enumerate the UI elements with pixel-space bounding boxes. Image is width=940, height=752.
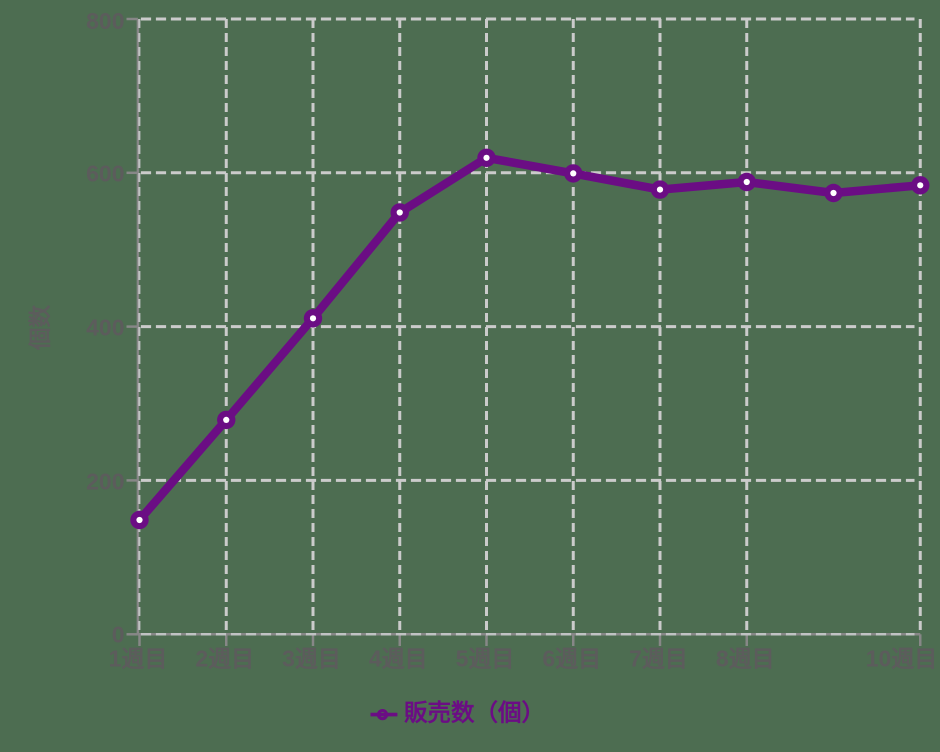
- svg-text:販売数（個）: 販売数（個）: [404, 700, 545, 726]
- svg-text:個数: 個数: [28, 305, 53, 352]
- svg-text:8週目: 8週目: [716, 646, 775, 672]
- svg-text:3週目: 3週目: [282, 646, 341, 672]
- svg-text:0: 0: [112, 622, 125, 648]
- svg-text:200: 200: [86, 468, 124, 494]
- svg-text:6週目: 6週目: [542, 646, 601, 672]
- svg-text:5週目: 5週目: [456, 646, 515, 672]
- svg-text:1週目: 1週目: [109, 646, 168, 672]
- svg-text:400: 400: [86, 315, 124, 341]
- svg-text:10週目: 10週目: [866, 646, 938, 672]
- svg-text:2週目: 2週目: [195, 646, 254, 672]
- svg-text:7週目: 7週目: [629, 646, 688, 672]
- svg-text:4週目: 4週目: [369, 646, 428, 672]
- svg-text:600: 600: [86, 161, 124, 187]
- svg-text:800: 800: [86, 8, 124, 34]
